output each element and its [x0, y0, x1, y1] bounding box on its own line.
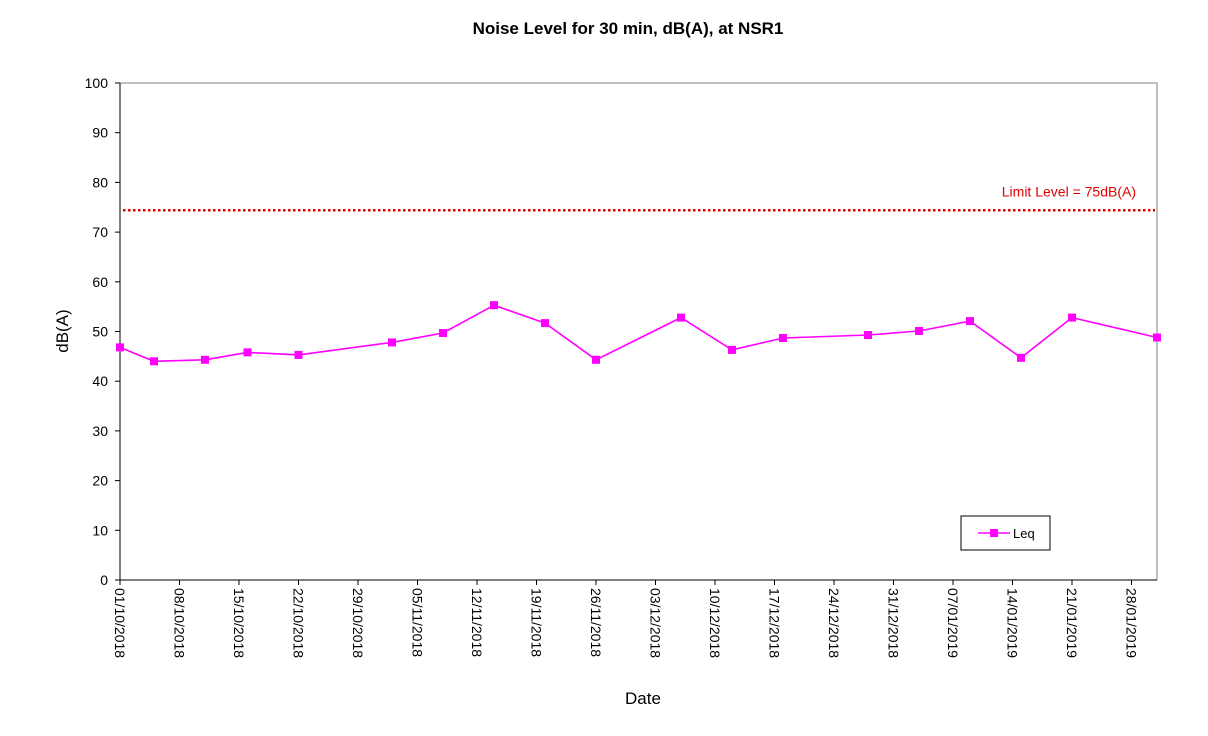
x-tick-label: 19/11/2018 [529, 588, 545, 657]
x-tick-label: 14/01/2019 [1005, 588, 1021, 658]
legend: Leq [960, 515, 1051, 551]
data-point [1153, 333, 1161, 342]
y-tick-label: 0 [100, 572, 108, 588]
x-tick-label: 29/10/2018 [350, 588, 366, 658]
y-tick-label: 50 [92, 324, 108, 340]
legend-box [960, 515, 1051, 551]
y-axis: 0 10 20 30 40 50 60 70 80 90 100 [85, 75, 121, 588]
limit-line-label: Limit Level = 75dB(A) [1002, 183, 1136, 199]
data-point [592, 355, 600, 364]
data-point [1068, 313, 1076, 322]
data-point [388, 338, 396, 347]
x-axis-label: Date [625, 689, 661, 708]
plot-area [119, 82, 1158, 581]
x-tick-label: 10/12/2018 [707, 588, 723, 658]
data-point [439, 329, 447, 337]
y-tick-label: 80 [92, 174, 108, 190]
x-tick-label: 07/01/2019 [945, 588, 961, 658]
data-point [966, 317, 974, 326]
data-point [150, 357, 158, 366]
data-point [116, 343, 124, 352]
x-axis: 01/10/2018 08/10/2018 15/10/2018 22/10/2018… [112, 579, 1157, 658]
data-point [779, 334, 787, 342]
data-point [243, 348, 252, 357]
x-tick-label: 05/11/2018 [410, 588, 426, 657]
data-point [294, 350, 303, 359]
y-tick-label: 70 [92, 224, 108, 240]
x-tick-label: 22/10/2018 [291, 588, 307, 658]
data-point [1017, 353, 1025, 362]
chart-title: Noise Level for 30 min, dB(A), at NSR1 [473, 19, 784, 38]
y-tick-label: 20 [92, 473, 108, 489]
y-tick-label: 60 [92, 274, 108, 290]
x-tick-label: 21/01/2019 [1064, 588, 1080, 658]
data-point [677, 313, 685, 322]
data-point [201, 355, 209, 364]
data-point [728, 345, 736, 354]
x-tick-label: 26/11/2018 [588, 588, 604, 657]
data-point [864, 331, 872, 339]
x-tick-label: 28/01/2019 [1124, 588, 1140, 658]
y-tick-label: 30 [92, 423, 108, 439]
x-tick-label: 31/12/2018 [886, 588, 902, 658]
y-axis-label: dB(A) [53, 309, 72, 352]
y-tick-label: 10 [92, 522, 108, 538]
y-tick-label: 100 [85, 75, 109, 91]
data-point [490, 301, 498, 310]
x-tick-label: 17/12/2018 [767, 588, 783, 658]
x-tick-label: 15/10/2018 [231, 588, 247, 658]
x-tick-label: 08/10/2018 [172, 588, 188, 658]
y-tick-label: 40 [92, 373, 108, 389]
data-point [541, 319, 549, 328]
x-tick-label: 12/11/2018 [469, 588, 485, 657]
legend-label: Leq [1013, 526, 1035, 541]
limit-line-group: Limit Level = 75dB(A) [123, 183, 1155, 212]
x-tick-label: 03/12/2018 [648, 588, 664, 658]
x-tick-label: 24/12/2018 [826, 588, 842, 658]
y-tick-label: 90 [92, 125, 108, 141]
series-leq [116, 301, 1161, 366]
data-point [915, 327, 923, 335]
legend-marker [990, 529, 998, 537]
x-tick-label: 01/10/2018 [112, 588, 128, 658]
